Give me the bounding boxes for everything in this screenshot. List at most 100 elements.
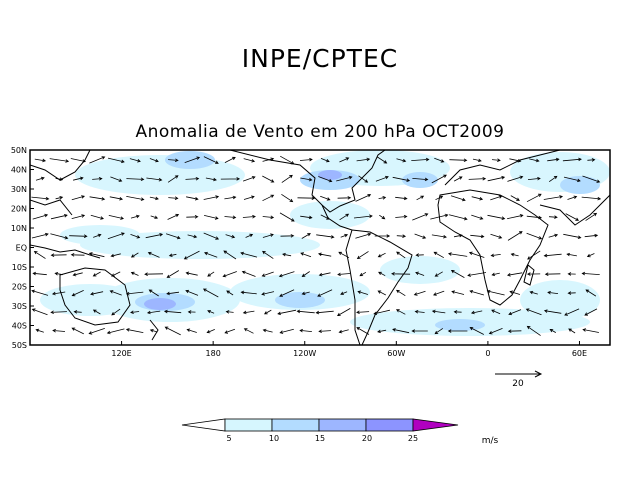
wind-vector (51, 291, 66, 296)
wind-vector (434, 271, 443, 277)
lat-label: 40S (12, 322, 27, 331)
wind-vector (50, 233, 69, 240)
wind-vector (525, 308, 542, 316)
wind-vector (167, 213, 180, 220)
wind-vector (317, 252, 332, 257)
wind-vector (109, 290, 122, 296)
wind-vector (507, 231, 523, 241)
lon-label: 120E (111, 349, 131, 358)
wind-vector (548, 215, 558, 219)
wind-vector (391, 272, 411, 276)
wind-vector (490, 233, 503, 239)
wind-vector (378, 196, 387, 200)
wind-vector (50, 214, 68, 220)
wind-vector (586, 253, 595, 258)
wind-vector (73, 310, 82, 314)
wind-vector (70, 158, 87, 163)
wind-vector (130, 310, 140, 314)
wind-vector (567, 291, 576, 295)
wind-vector (203, 232, 220, 240)
wind-vector (451, 290, 465, 295)
wind-vector (225, 234, 236, 239)
wind-vector (355, 194, 372, 202)
wind-vector (185, 271, 198, 276)
wind-vector (301, 291, 310, 296)
wind-vector (222, 271, 237, 278)
wind-vector (130, 271, 139, 276)
lat-label: EQ (16, 244, 27, 253)
wind-vector (414, 310, 425, 314)
wind-vector (144, 272, 164, 276)
wind-vector (430, 213, 449, 220)
wind-vector (491, 158, 501, 162)
wind-vector (49, 158, 70, 163)
wind-vector (226, 290, 234, 296)
wind-vector (453, 233, 463, 238)
wind-vector (88, 328, 105, 335)
wind-vector (224, 328, 236, 334)
wind-vector (563, 233, 582, 239)
wind-vector (34, 158, 47, 163)
wind-vector (338, 329, 349, 334)
wind-vector (396, 251, 406, 259)
wind-vector (526, 232, 543, 240)
lon-label: 60W (387, 349, 405, 358)
coast-australia (59, 267, 131, 326)
wind-vector (509, 158, 522, 163)
wind-vector (356, 251, 369, 260)
wind-vector (146, 310, 161, 315)
wind-vector (35, 176, 45, 181)
lon-label: 60E (572, 349, 587, 358)
reference-vector-label: 20 (512, 379, 524, 389)
wind-vector (431, 174, 447, 184)
wind-vector (186, 196, 199, 201)
lat-label: 30N (11, 185, 27, 194)
wind-vector (487, 175, 506, 182)
wind-vector (450, 195, 466, 202)
wind-vector (453, 310, 462, 314)
latitude-axis: 50N 40N 30N 20N 10N EQ 10S 20S 30S 40S 50S (11, 146, 34, 350)
wind-vector (412, 177, 429, 182)
wind-vector (301, 271, 310, 277)
wind-vector (320, 158, 330, 163)
wind-vector (202, 288, 219, 298)
wind-vector (107, 157, 125, 164)
wind-vector (373, 309, 390, 315)
wind-vector (282, 252, 292, 257)
wind-vector (243, 195, 255, 200)
wind-vector (491, 272, 500, 277)
wind-vector (338, 251, 350, 259)
wind-vector (278, 271, 295, 278)
wind-vector (281, 174, 293, 183)
wind-vector (468, 176, 487, 181)
coast-asia-east (30, 150, 91, 216)
wind-vector (129, 158, 141, 163)
wind-vector (507, 329, 522, 333)
wind-vector (242, 310, 255, 315)
wind-vector (411, 157, 430, 162)
wind-vector (395, 289, 406, 297)
wind-vector (315, 310, 334, 315)
wind-vector (70, 253, 85, 257)
wind-vector (277, 309, 297, 316)
wind-vector (90, 214, 105, 220)
wind-vector (241, 270, 256, 277)
wind-vector (88, 252, 105, 258)
wind-vector (471, 214, 484, 220)
wind-vector (339, 157, 350, 163)
wind-vector (185, 176, 200, 181)
wind-vector (317, 289, 333, 297)
wind-vector (526, 215, 543, 220)
wind-vector (336, 308, 351, 316)
coast-europe (444, 150, 561, 186)
wind-vector (337, 272, 351, 277)
wind-vector (355, 232, 372, 239)
wind-vector (92, 309, 101, 315)
wind-vector (242, 214, 256, 219)
wind-vector (130, 252, 139, 258)
wind-vector (566, 252, 577, 257)
wind-vector (449, 158, 468, 163)
wind-vector (71, 195, 86, 201)
colorbar-segment (224, 418, 273, 432)
wind-vector (186, 215, 199, 219)
